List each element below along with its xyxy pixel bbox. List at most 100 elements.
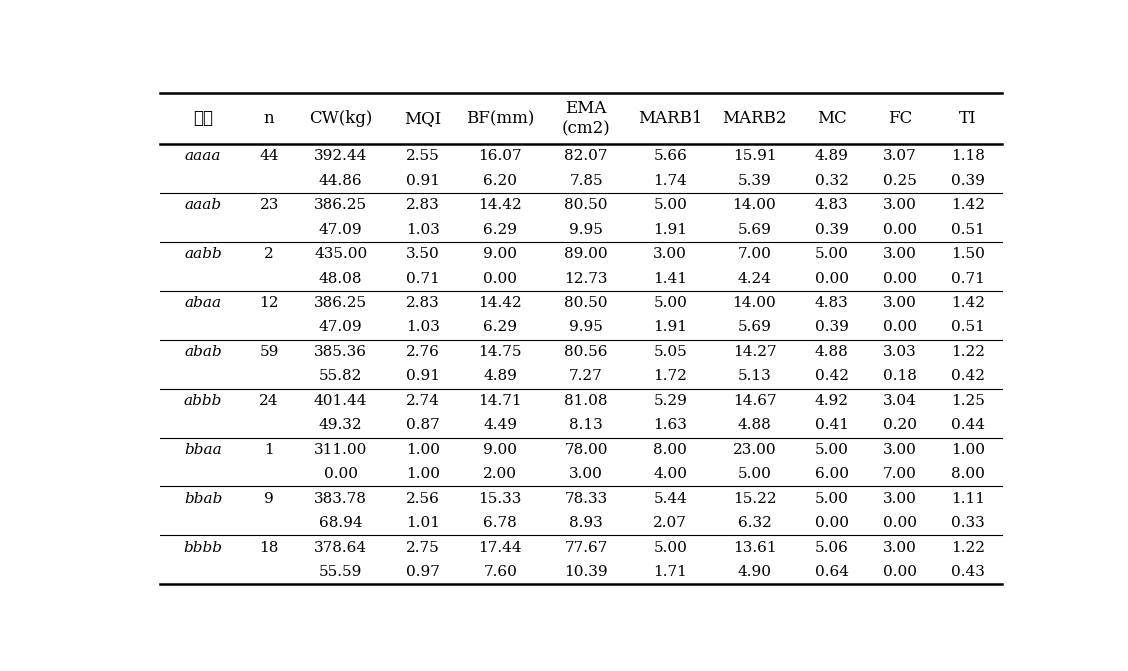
Text: 3.00: 3.00 bbox=[570, 467, 603, 481]
Text: 2.00: 2.00 bbox=[483, 467, 518, 481]
Text: 1.71: 1.71 bbox=[653, 565, 687, 579]
Text: 1.72: 1.72 bbox=[653, 370, 687, 383]
Text: 5.00: 5.00 bbox=[653, 296, 687, 310]
Text: 1.00: 1.00 bbox=[406, 443, 440, 457]
Text: 0.00: 0.00 bbox=[324, 467, 358, 481]
Text: TI: TI bbox=[959, 110, 977, 127]
Text: 7.85: 7.85 bbox=[570, 174, 603, 188]
Text: 4.89: 4.89 bbox=[483, 370, 518, 383]
Text: 5.00: 5.00 bbox=[653, 198, 687, 212]
Text: 4.88: 4.88 bbox=[814, 345, 848, 359]
Text: BF(mm): BF(mm) bbox=[466, 110, 535, 127]
Text: 0.33: 0.33 bbox=[951, 516, 985, 530]
Text: 23: 23 bbox=[259, 198, 279, 212]
Text: 0.20: 0.20 bbox=[883, 418, 917, 432]
Text: 5.00: 5.00 bbox=[738, 467, 772, 481]
Text: 78.00: 78.00 bbox=[564, 443, 608, 457]
Text: MARB1: MARB1 bbox=[638, 110, 703, 127]
Text: 80.56: 80.56 bbox=[564, 345, 608, 359]
Text: 8.00: 8.00 bbox=[653, 443, 687, 457]
Text: 0.51: 0.51 bbox=[951, 321, 985, 334]
Text: 2.76: 2.76 bbox=[406, 345, 440, 359]
Text: 1.25: 1.25 bbox=[951, 394, 985, 408]
Text: 13.61: 13.61 bbox=[733, 541, 776, 555]
Text: 44: 44 bbox=[259, 150, 279, 163]
Text: 1.91: 1.91 bbox=[653, 321, 687, 334]
Text: 1.11: 1.11 bbox=[951, 492, 985, 506]
Text: 1.42: 1.42 bbox=[951, 198, 985, 212]
Text: 1.50: 1.50 bbox=[951, 247, 985, 261]
Text: 386.25: 386.25 bbox=[314, 296, 368, 310]
Text: 18: 18 bbox=[259, 541, 279, 555]
Text: 14.67: 14.67 bbox=[733, 394, 776, 408]
Text: 6.32: 6.32 bbox=[738, 516, 772, 530]
Text: 7.27: 7.27 bbox=[570, 370, 603, 383]
Text: MQI: MQI bbox=[405, 110, 442, 127]
Text: 5.69: 5.69 bbox=[738, 223, 772, 237]
Text: 8.00: 8.00 bbox=[951, 467, 985, 481]
Text: 55.59: 55.59 bbox=[319, 565, 362, 579]
Text: 2.75: 2.75 bbox=[406, 541, 440, 555]
Text: 386.25: 386.25 bbox=[314, 198, 368, 212]
Text: 47.09: 47.09 bbox=[319, 223, 362, 237]
Text: 16.07: 16.07 bbox=[478, 150, 522, 163]
Text: 6.00: 6.00 bbox=[814, 467, 848, 481]
Text: 80.50: 80.50 bbox=[564, 198, 608, 212]
Text: 1.01: 1.01 bbox=[406, 516, 440, 530]
Text: 4.49: 4.49 bbox=[483, 418, 518, 432]
Text: 0.00: 0.00 bbox=[883, 223, 917, 237]
Text: 0.00: 0.00 bbox=[883, 272, 917, 286]
Text: 81.08: 81.08 bbox=[564, 394, 608, 408]
Text: 3.00: 3.00 bbox=[883, 296, 917, 310]
Text: 0.00: 0.00 bbox=[883, 516, 917, 530]
Text: 5.66: 5.66 bbox=[653, 150, 687, 163]
Text: MARB2: MARB2 bbox=[722, 110, 786, 127]
Text: 5.13: 5.13 bbox=[738, 370, 772, 383]
Text: 14.75: 14.75 bbox=[478, 345, 522, 359]
Text: 1: 1 bbox=[264, 443, 274, 457]
Text: 3.00: 3.00 bbox=[883, 198, 917, 212]
Text: 3.00: 3.00 bbox=[653, 247, 687, 261]
Text: 3.07: 3.07 bbox=[883, 150, 917, 163]
Text: 6.29: 6.29 bbox=[483, 321, 518, 334]
Text: 5.05: 5.05 bbox=[653, 345, 687, 359]
Text: 3.00: 3.00 bbox=[883, 247, 917, 261]
Text: 385.36: 385.36 bbox=[315, 345, 368, 359]
Text: 401.44: 401.44 bbox=[314, 394, 368, 408]
Text: 1.41: 1.41 bbox=[653, 272, 687, 286]
Text: 9.95: 9.95 bbox=[570, 321, 603, 334]
Text: 4.88: 4.88 bbox=[738, 418, 772, 432]
Text: 5.29: 5.29 bbox=[653, 394, 687, 408]
Text: 6.29: 6.29 bbox=[483, 223, 518, 237]
Text: 3.00: 3.00 bbox=[883, 541, 917, 555]
Text: 89.00: 89.00 bbox=[564, 247, 608, 261]
Text: 2.07: 2.07 bbox=[653, 516, 687, 530]
Text: abbb: abbb bbox=[184, 394, 222, 408]
Text: 4.92: 4.92 bbox=[814, 394, 848, 408]
Text: 1.03: 1.03 bbox=[406, 223, 440, 237]
Text: 5.00: 5.00 bbox=[814, 492, 848, 506]
Text: 17.44: 17.44 bbox=[478, 541, 522, 555]
Text: 44.86: 44.86 bbox=[319, 174, 362, 188]
Text: 2.55: 2.55 bbox=[406, 150, 440, 163]
Text: 0.25: 0.25 bbox=[883, 174, 917, 188]
Text: 14.00: 14.00 bbox=[732, 198, 776, 212]
Text: 68.94: 68.94 bbox=[319, 516, 362, 530]
Text: 5.00: 5.00 bbox=[814, 247, 848, 261]
Text: EMA
(cm2): EMA (cm2) bbox=[562, 100, 610, 138]
Text: 435.00: 435.00 bbox=[314, 247, 368, 261]
Text: 3.00: 3.00 bbox=[883, 492, 917, 506]
Text: 15.91: 15.91 bbox=[733, 150, 776, 163]
Text: 48.08: 48.08 bbox=[319, 272, 362, 286]
Text: MC: MC bbox=[817, 110, 846, 127]
Text: 0.42: 0.42 bbox=[814, 370, 848, 383]
Text: 구분: 구분 bbox=[193, 110, 213, 127]
Text: abab: abab bbox=[184, 345, 222, 359]
Text: 0.00: 0.00 bbox=[814, 516, 848, 530]
Text: 1.00: 1.00 bbox=[951, 443, 985, 457]
Text: 5.00: 5.00 bbox=[653, 541, 687, 555]
Text: 5.06: 5.06 bbox=[814, 541, 848, 555]
Text: 392.44: 392.44 bbox=[314, 150, 368, 163]
Text: 0.00: 0.00 bbox=[883, 565, 917, 579]
Text: 311.00: 311.00 bbox=[314, 443, 368, 457]
